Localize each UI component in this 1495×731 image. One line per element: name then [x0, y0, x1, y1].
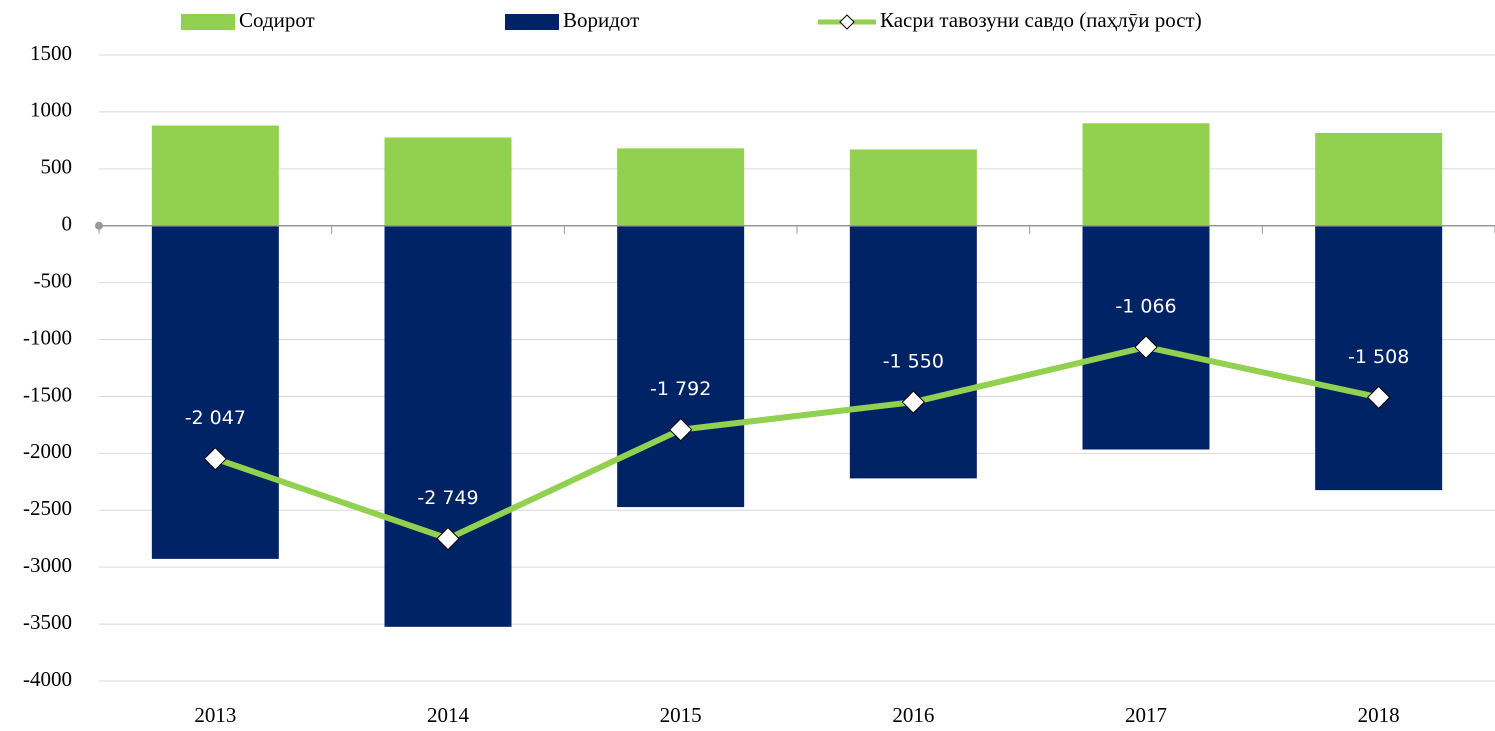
x-tick-label: 2016 — [892, 703, 934, 727]
y-tick-label: 1500 — [30, 41, 72, 65]
legend-marker — [839, 14, 855, 30]
bar — [849, 225, 977, 479]
data-label: -1 792 — [650, 378, 711, 400]
legend-label: Касри тавозуни савдо (паҳлӯи рост) — [880, 8, 1202, 32]
bar — [384, 225, 512, 627]
y-tick-label: -1000 — [23, 325, 72, 349]
x-tick-label: 2013 — [194, 703, 236, 727]
bar — [1315, 132, 1443, 226]
line — [214, 344, 1380, 542]
data-label: -1 508 — [1348, 346, 1409, 368]
bar — [617, 148, 745, 226]
legend-label: Воридот — [563, 8, 639, 32]
data-label: -2 749 — [417, 487, 478, 509]
legend-label: Содирот — [239, 8, 315, 32]
x-tick-label: 2014 — [427, 703, 470, 727]
x-tick-label: 2018 — [1358, 703, 1400, 727]
y-tick-label: -3500 — [23, 610, 72, 634]
legend-swatch — [505, 14, 559, 30]
x-tick-label: 2017 — [1125, 703, 1167, 727]
y-tick-label: -4000 — [23, 667, 72, 691]
marker — [1134, 335, 1158, 359]
y-tick-label: 500 — [41, 155, 73, 179]
marker — [668, 417, 693, 442]
y-tick-label: -2000 — [23, 439, 72, 463]
marker — [436, 526, 460, 551]
bar — [151, 225, 279, 559]
data-label: -1 550 — [883, 351, 944, 373]
y-tick-label: -500 — [34, 268, 73, 292]
legend-swatch — [181, 14, 235, 30]
bar — [384, 137, 512, 226]
marker — [203, 447, 228, 471]
data-label: -2 047 — [185, 407, 246, 429]
y-tick-label: 0 — [62, 212, 73, 236]
y-tick-label: -2500 — [23, 496, 72, 520]
bar — [151, 125, 279, 226]
y-tick-label: 1000 — [30, 98, 72, 122]
y-tick-label: -1500 — [23, 382, 72, 406]
x-tick-label: 2015 — [660, 703, 702, 727]
marker — [901, 390, 926, 414]
data-label: -1 066 — [1115, 296, 1176, 318]
marker — [1366, 385, 1391, 410]
bar — [1082, 123, 1210, 226]
bar — [1315, 225, 1443, 491]
y-tick-label: -3000 — [23, 553, 72, 577]
bar — [617, 225, 745, 508]
bar — [849, 149, 977, 226]
